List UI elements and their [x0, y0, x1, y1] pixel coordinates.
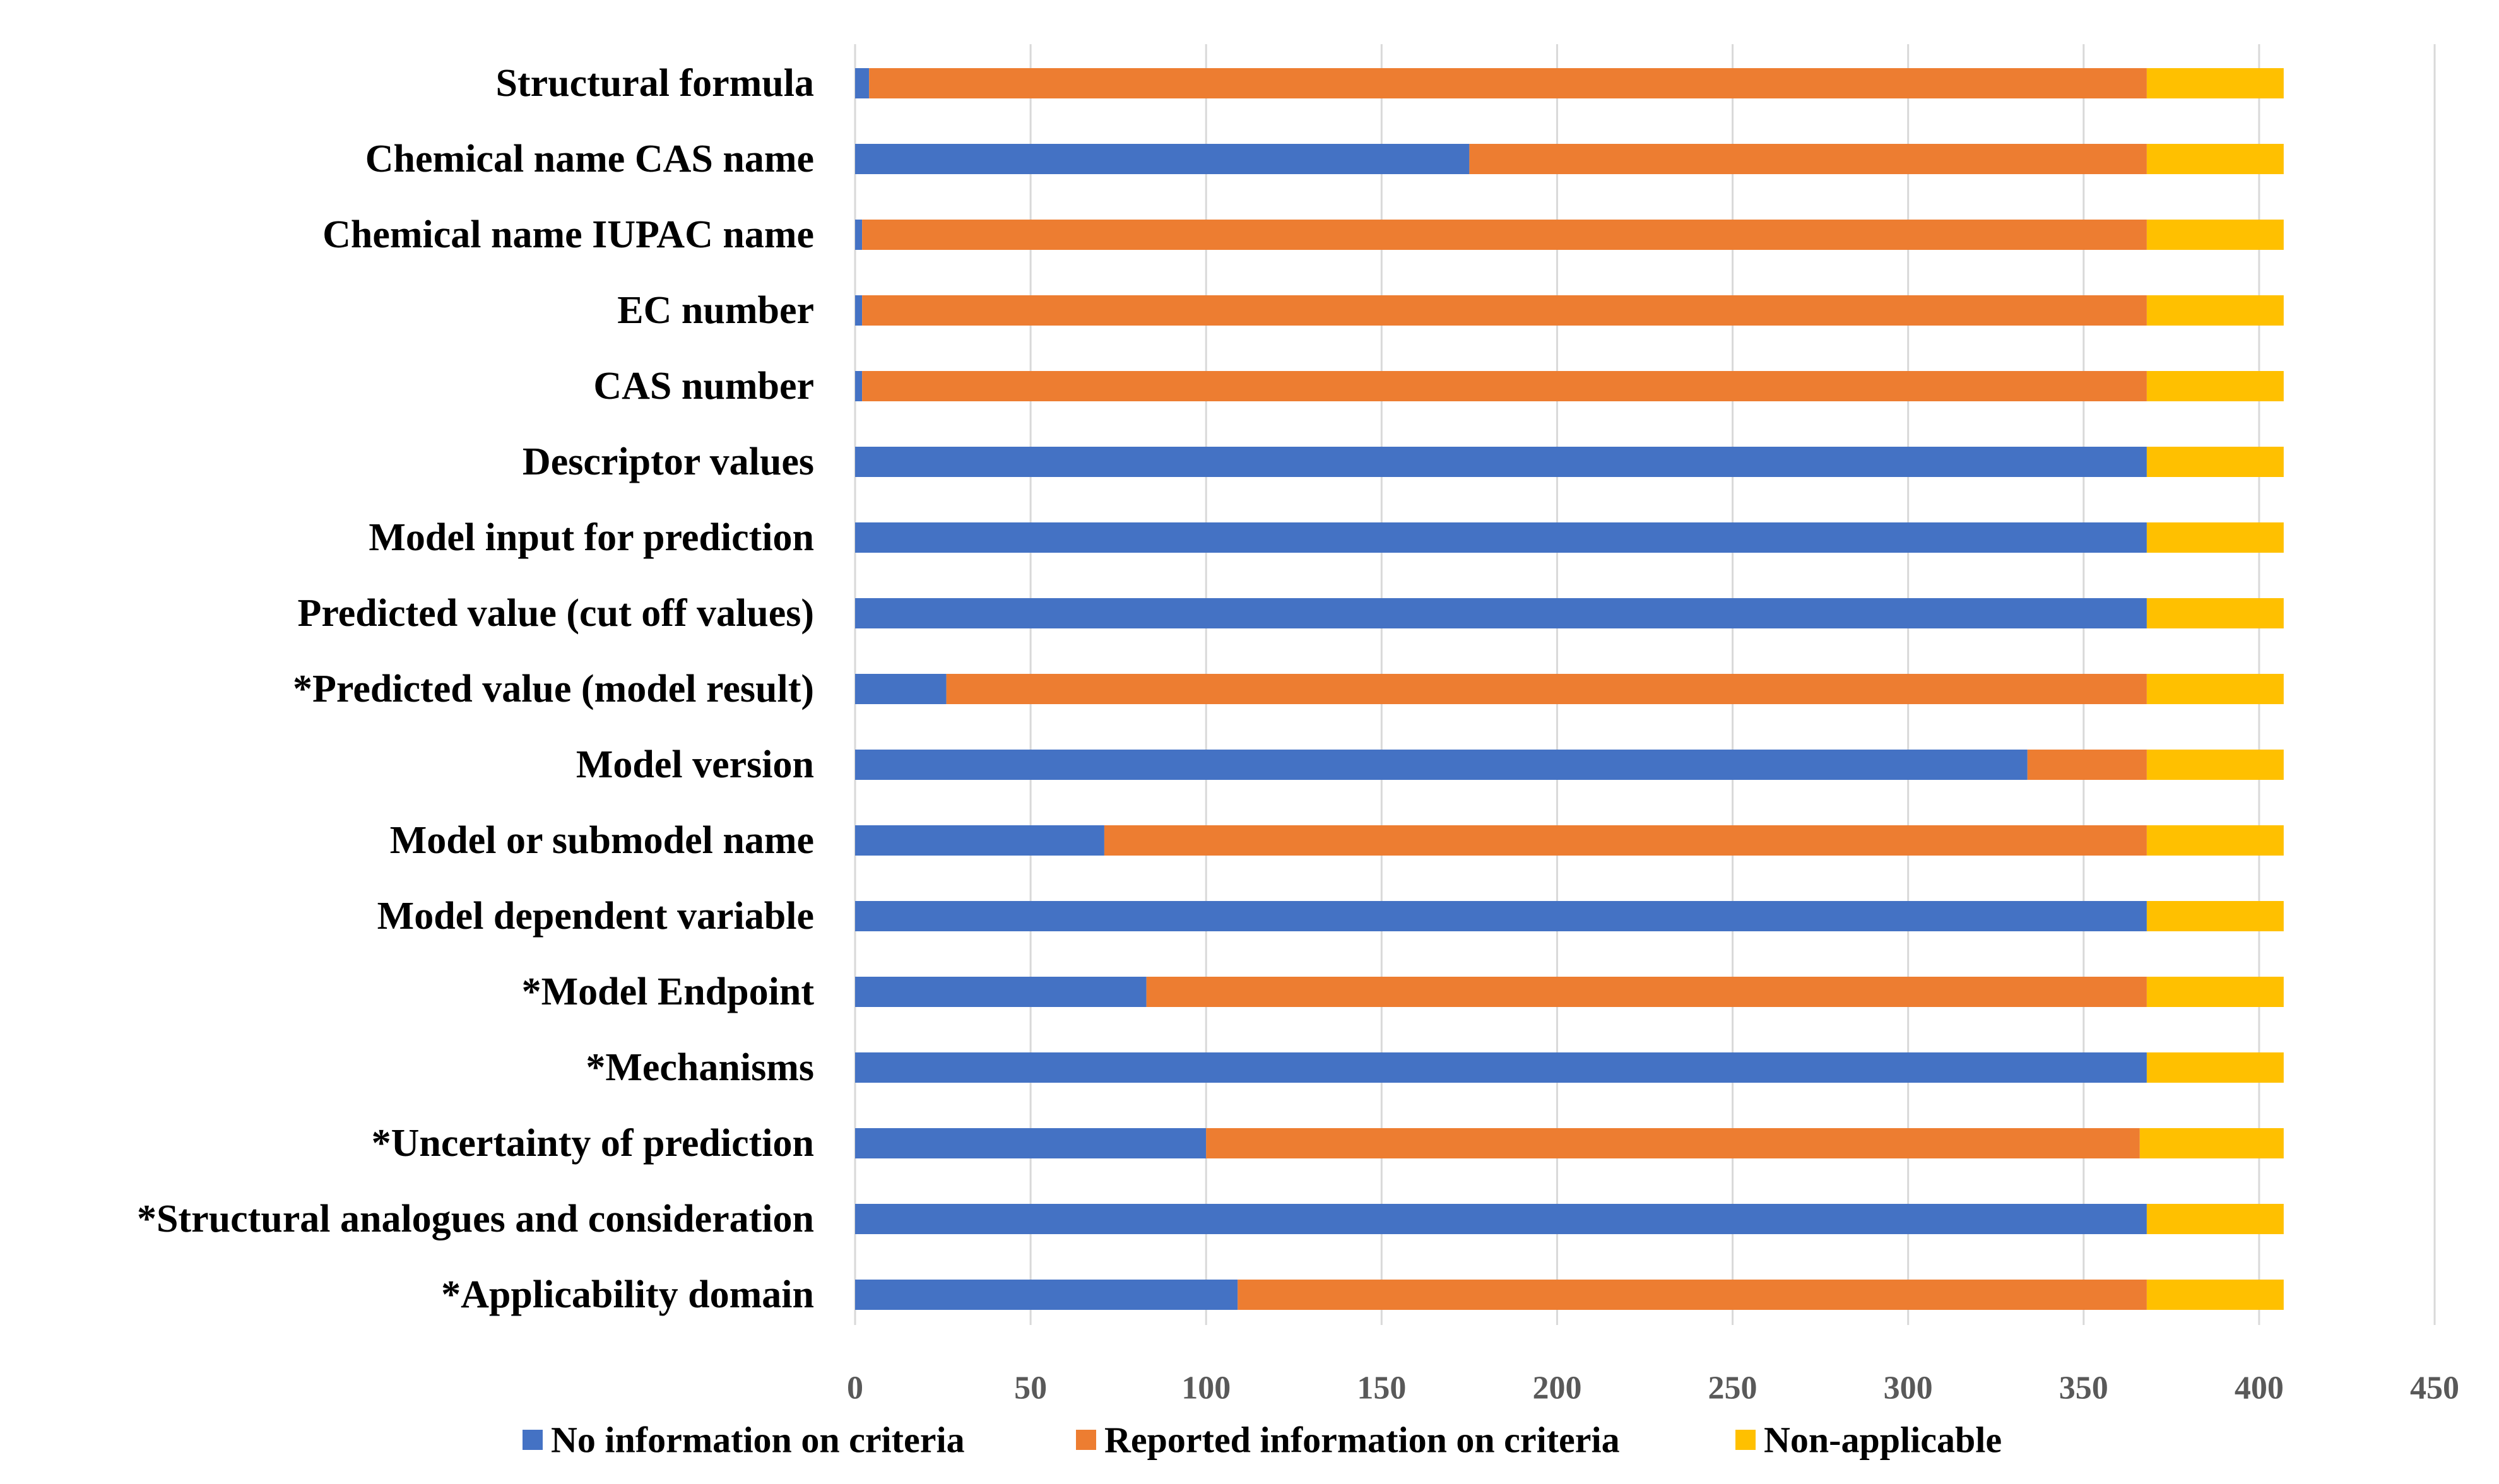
bar-series-0-cat-3 [855, 295, 863, 326]
bar-series-2-cat-9 [2146, 750, 2284, 780]
bar-series-0-cat-2 [855, 220, 863, 250]
category-label: Structural formula [495, 62, 814, 105]
category-label: *Structural analogues and consideration [137, 1198, 814, 1240]
bar-series-1-cat-0 [869, 68, 2147, 98]
bar-series-2-cat-13 [2146, 1052, 2284, 1083]
x-tick-label: 350 [2059, 1370, 2108, 1406]
category-label: *Predicted value (model result) [293, 668, 814, 710]
legend-label: Non-applicable [1764, 1420, 2002, 1461]
bar-series-1-cat-1 [1469, 144, 2147, 174]
category-label: *Applicability domain [441, 1273, 814, 1316]
bar-series-0-cat-10 [855, 825, 1104, 856]
x-tick-label: 250 [1708, 1370, 1758, 1406]
bar-series-1-cat-10 [1104, 825, 2147, 856]
bar-series-2-cat-12 [2146, 977, 2284, 1007]
category-label: Model or submodel name [390, 819, 814, 862]
category-label: Model dependent variable [377, 895, 814, 938]
bar-series-0-cat-0 [855, 68, 870, 98]
bar-series-2-cat-2 [2146, 220, 2284, 250]
bar-series-0-cat-7 [855, 598, 2147, 628]
category-label: Model input for prediction [369, 516, 814, 559]
legend-swatch-0 [523, 1430, 543, 1450]
bar-series-2-cat-14 [2139, 1128, 2284, 1158]
bar-series-2-cat-6 [2146, 522, 2284, 553]
bar-series-1-cat-2 [862, 220, 2147, 250]
bar-series-0-cat-13 [855, 1052, 2147, 1083]
bar-series-2-cat-16 [2146, 1280, 2284, 1310]
legend-label: No information on criteria [551, 1420, 965, 1461]
bar-series-0-cat-15 [855, 1204, 2147, 1234]
x-tick-label: 400 [2235, 1370, 2284, 1406]
x-tick-label: 450 [2410, 1370, 2459, 1406]
bar-series-2-cat-15 [2146, 1204, 2284, 1234]
bar-series-0-cat-4 [855, 371, 863, 401]
bar-series-2-cat-1 [2146, 144, 2284, 174]
bar-series-0-cat-8 [855, 674, 947, 704]
bar-series-1-cat-3 [862, 295, 2147, 326]
bar-series-1-cat-8 [946, 674, 2147, 704]
bar-series-2-cat-3 [2146, 295, 2284, 326]
x-tick-label: 200 [1532, 1370, 1581, 1406]
category-label: Predicted value (cut off values) [298, 592, 814, 635]
legend: No information on criteria Reported infor… [523, 1420, 2002, 1461]
bar-series-1-cat-9 [2027, 750, 2147, 780]
bar-series-1-cat-14 [1206, 1128, 2140, 1158]
bar-series-0-cat-1 [855, 144, 1470, 174]
x-tick-label: 100 [1181, 1370, 1231, 1406]
legend-swatch-2 [1735, 1430, 1756, 1450]
category-label: *Mechanisms [586, 1046, 814, 1089]
category-label: Chemical name IUPAC name [322, 213, 814, 256]
bar-series-1-cat-4 [862, 371, 2147, 401]
bar-series-0-cat-14 [855, 1128, 1207, 1158]
category-label: Chemical name CAS name [365, 138, 814, 180]
category-label: *Model Endpoint [522, 970, 815, 1013]
bar-series-0-cat-16 [855, 1280, 1238, 1310]
bar-series-2-cat-0 [2146, 68, 2284, 98]
bar-series-0-cat-11 [855, 901, 2147, 931]
category-label: EC number [617, 289, 814, 332]
legend-swatch-1 [1076, 1430, 1096, 1450]
bar-series-0-cat-9 [855, 750, 2028, 780]
bar-series-0-cat-6 [855, 522, 2147, 553]
x-tick-label: 0 [847, 1370, 863, 1406]
bar-series-1-cat-16 [1238, 1280, 2147, 1310]
category-labels: Structural formula Chemical name CAS name… [137, 62, 814, 1316]
legend-label: Reported information on criteria [1104, 1420, 1620, 1461]
category-label: *Uncertainty of prediction [372, 1122, 814, 1165]
bars [855, 68, 2284, 1310]
category-label: Model version [576, 743, 814, 786]
category-label: Descriptor values [523, 440, 814, 483]
x-tick-label: 50 [1014, 1370, 1047, 1406]
category-label: CAS number [593, 365, 814, 408]
bar-series-0-cat-5 [855, 447, 2147, 477]
x-tick-label: 150 [1357, 1370, 1406, 1406]
bar-series-2-cat-4 [2146, 371, 2284, 401]
x-axis-tick-labels: 0 50 100 150 200 250 300 350 400 450 [847, 1370, 2459, 1406]
bar-series-2-cat-8 [2146, 674, 2284, 704]
bar-series-1-cat-12 [1146, 977, 2147, 1007]
bar-series-2-cat-5 [2146, 447, 2284, 477]
bar-series-2-cat-7 [2146, 598, 2284, 628]
bar-series-0-cat-12 [855, 977, 1147, 1007]
bar-series-2-cat-11 [2146, 901, 2284, 931]
bar-series-2-cat-10 [2146, 825, 2284, 856]
x-tick-label: 300 [1884, 1370, 1933, 1406]
